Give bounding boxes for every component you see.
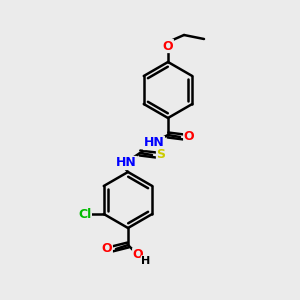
Text: S: S xyxy=(157,148,166,160)
Text: H: H xyxy=(141,256,151,266)
Text: O: O xyxy=(102,242,112,254)
Text: O: O xyxy=(163,40,173,52)
Text: HN: HN xyxy=(144,136,164,149)
Text: HN: HN xyxy=(116,157,136,169)
Text: O: O xyxy=(133,248,143,262)
Text: Cl: Cl xyxy=(78,208,92,220)
Text: O: O xyxy=(184,130,194,142)
